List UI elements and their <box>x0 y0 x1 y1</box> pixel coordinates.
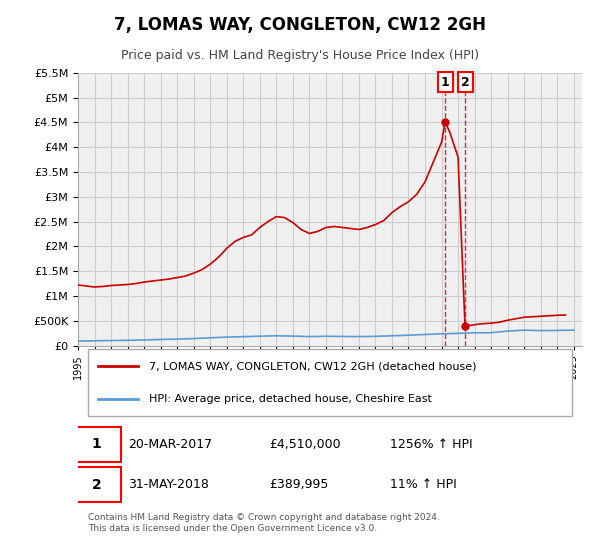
Text: 1256% ↑ HPI: 1256% ↑ HPI <box>391 438 473 451</box>
Text: 2: 2 <box>461 76 469 88</box>
Text: 7, LOMAS WAY, CONGLETON, CW12 2GH: 7, LOMAS WAY, CONGLETON, CW12 2GH <box>114 16 486 34</box>
Text: £4,510,000: £4,510,000 <box>269 438 341 451</box>
Text: £389,995: £389,995 <box>269 478 329 491</box>
Text: Contains HM Land Registry data © Crown copyright and database right 2024.
This d: Contains HM Land Registry data © Crown c… <box>88 513 440 533</box>
Text: Price paid vs. HM Land Registry's House Price Index (HPI): Price paid vs. HM Land Registry's House … <box>121 49 479 62</box>
Text: 11% ↑ HPI: 11% ↑ HPI <box>391 478 457 491</box>
Text: 7, LOMAS WAY, CONGLETON, CW12 2GH (detached house): 7, LOMAS WAY, CONGLETON, CW12 2GH (detac… <box>149 361 476 371</box>
FancyBboxPatch shape <box>88 349 572 416</box>
Text: 20-MAR-2017: 20-MAR-2017 <box>128 438 212 451</box>
FancyBboxPatch shape <box>73 467 121 502</box>
FancyBboxPatch shape <box>73 427 121 462</box>
Text: 2: 2 <box>92 478 101 492</box>
Text: HPI: Average price, detached house, Cheshire East: HPI: Average price, detached house, Ches… <box>149 394 431 404</box>
Text: 1: 1 <box>92 437 101 451</box>
Text: 1: 1 <box>441 76 449 88</box>
Text: 31-MAY-2018: 31-MAY-2018 <box>128 478 209 491</box>
